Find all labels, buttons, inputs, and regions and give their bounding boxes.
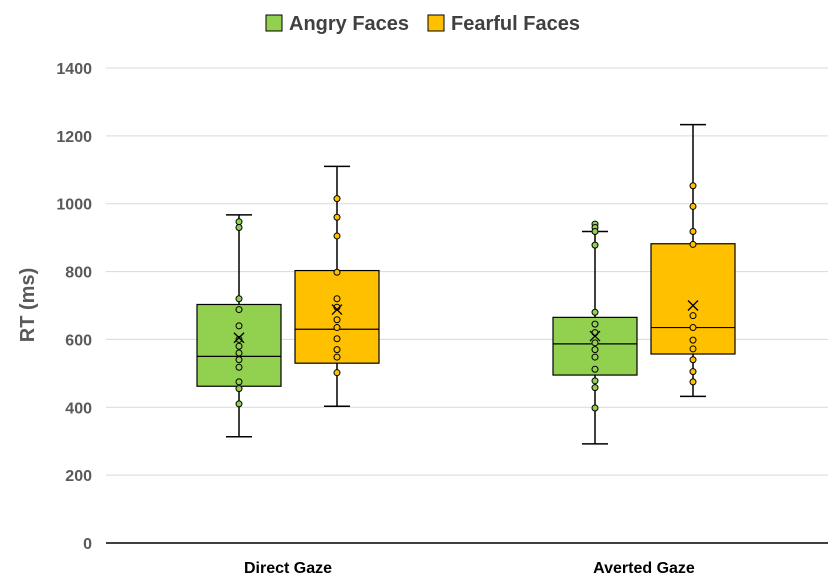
box-1-1 xyxy=(650,123,736,398)
y-tick-label: 800 xyxy=(65,265,92,282)
y-tick-label: 400 xyxy=(65,400,92,417)
data-point xyxy=(333,268,341,276)
legend-swatch-fearful xyxy=(427,14,445,32)
data-point xyxy=(235,306,243,314)
data-point xyxy=(591,353,599,361)
data-point xyxy=(333,324,341,332)
data-point xyxy=(235,385,243,393)
legend-swatch-angry xyxy=(265,14,283,32)
mean-marker xyxy=(589,330,601,342)
x-tick-label: Averted Gaze xyxy=(593,560,695,577)
data-point xyxy=(591,377,599,385)
y-axis-ticks: 0 200 400 600 800 1000 1200 1400 xyxy=(56,61,92,553)
data-point xyxy=(333,335,341,343)
y-tick-label: 1200 xyxy=(56,129,92,146)
data-point xyxy=(235,342,243,350)
data-point xyxy=(235,295,243,303)
mean-marker xyxy=(687,300,699,311)
data-point xyxy=(235,335,243,343)
y-tick-label: 1400 xyxy=(56,61,92,78)
data-point xyxy=(591,384,599,392)
data-point xyxy=(235,363,243,371)
data-point xyxy=(591,228,599,236)
plot-area xyxy=(196,123,736,445)
data-point xyxy=(235,223,243,231)
data-point xyxy=(689,240,697,248)
data-point xyxy=(689,228,697,236)
data-point xyxy=(333,346,341,354)
data-point xyxy=(235,218,243,226)
data-point xyxy=(689,202,697,210)
data-point xyxy=(591,320,599,328)
box-0-0 xyxy=(196,214,282,438)
data-point xyxy=(689,182,697,190)
data-point xyxy=(235,322,243,330)
data-point xyxy=(591,365,599,373)
y-tick-label: 600 xyxy=(65,332,92,349)
data-point xyxy=(689,312,697,320)
data-point xyxy=(235,400,243,408)
data-point xyxy=(689,345,697,353)
legend-label-angry: Angry Faces xyxy=(289,13,409,35)
data-point xyxy=(333,353,341,361)
box-iqr xyxy=(650,243,736,355)
data-point xyxy=(689,378,697,386)
mean-marker xyxy=(331,304,343,316)
data-point xyxy=(591,241,599,249)
data-point xyxy=(591,346,599,354)
x-axis: Direct Gaze Averted Gaze xyxy=(106,542,828,577)
data-point xyxy=(235,349,243,357)
y-tick-label: 1000 xyxy=(56,197,92,214)
data-point xyxy=(689,368,697,376)
data-point xyxy=(333,195,341,203)
box-1-0 xyxy=(294,165,380,408)
data-point xyxy=(235,378,243,386)
data-point xyxy=(591,308,599,316)
y-tick-label: 200 xyxy=(65,468,92,485)
data-point xyxy=(333,369,341,377)
data-point xyxy=(591,404,599,412)
mean-marker xyxy=(233,332,245,344)
data-point xyxy=(333,316,341,324)
data-point xyxy=(689,336,697,344)
y-tick-label: 0 xyxy=(83,536,92,553)
data-point xyxy=(235,356,243,364)
box-0-1 xyxy=(552,220,638,445)
data-point xyxy=(333,232,341,240)
data-point xyxy=(591,339,599,347)
y-axis-title: RT (ms) xyxy=(17,268,39,342)
data-point xyxy=(689,356,697,364)
data-point xyxy=(689,324,697,332)
data-point xyxy=(333,295,341,303)
data-point xyxy=(333,213,341,221)
x-tick-label: Direct Gaze xyxy=(244,560,332,577)
legend-label-fearful: Fearful Faces xyxy=(451,13,580,35)
legend: Angry Faces Fearful Faces xyxy=(265,13,580,35)
